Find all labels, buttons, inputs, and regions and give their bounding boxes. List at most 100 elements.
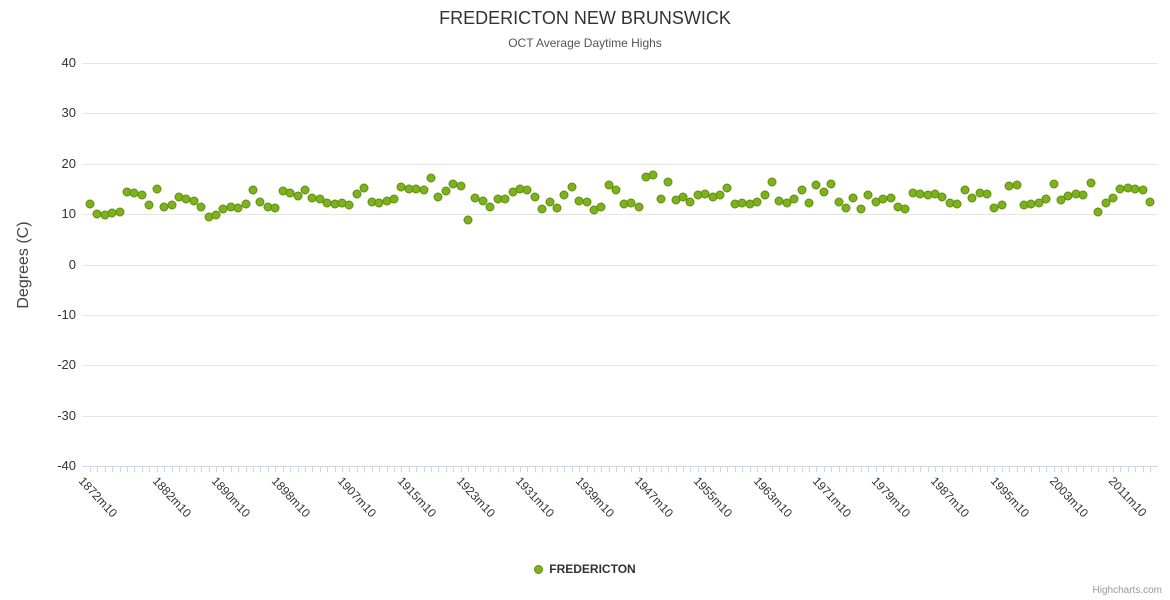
data-point[interactable] — [611, 185, 621, 195]
data-point[interactable] — [248, 185, 258, 195]
data-point[interactable] — [1145, 197, 1155, 207]
data-point[interactable] — [648, 170, 658, 180]
data-point[interactable] — [167, 200, 177, 210]
data-point[interactable] — [144, 200, 154, 210]
data-point[interactable] — [1049, 179, 1059, 189]
data-point[interactable] — [841, 203, 851, 213]
data-point[interactable] — [604, 180, 614, 190]
data-point[interactable] — [567, 182, 577, 192]
data-point[interactable] — [1012, 180, 1022, 190]
data-point[interactable] — [426, 173, 436, 183]
data-point[interactable] — [463, 215, 473, 225]
data-point[interactable] — [1041, 194, 1051, 204]
data-point[interactable] — [634, 202, 644, 212]
data-point[interactable] — [811, 180, 821, 190]
data-point[interactable] — [233, 203, 243, 213]
data-point[interactable] — [500, 194, 510, 204]
data-point[interactable] — [826, 179, 836, 189]
data-point[interactable] — [663, 177, 673, 187]
data-point[interactable] — [152, 184, 162, 194]
data-point[interactable] — [900, 204, 910, 214]
legend-marker-icon — [534, 564, 544, 574]
data-point[interactable] — [196, 202, 206, 212]
data-point[interactable] — [1078, 190, 1088, 200]
data-point[interactable] — [685, 197, 695, 207]
data-point[interactable] — [85, 199, 95, 209]
data-point[interactable] — [552, 203, 562, 213]
data-point[interactable] — [937, 192, 947, 202]
data-point[interactable] — [344, 200, 354, 210]
x-axis-tick — [186, 467, 188, 472]
data-point[interactable] — [760, 190, 770, 200]
data-point[interactable] — [967, 193, 977, 203]
data-point[interactable] — [596, 202, 606, 212]
data-point[interactable] — [456, 181, 466, 191]
data-point[interactable] — [982, 189, 992, 199]
x-axis-tick — [809, 467, 811, 472]
data-point[interactable] — [537, 204, 547, 214]
data-point[interactable] — [315, 194, 325, 203]
data-point[interactable] — [789, 194, 799, 204]
data-point[interactable] — [782, 198, 792, 208]
data-point[interactable] — [1108, 193, 1118, 203]
x-axis-tick — [267, 467, 269, 472]
data-point[interactable] — [997, 200, 1007, 210]
data-point[interactable] — [137, 190, 147, 200]
data-point[interactable] — [834, 197, 844, 207]
data-point[interactable] — [419, 185, 429, 195]
data-point[interactable] — [656, 194, 666, 203]
data-point[interactable] — [678, 192, 688, 202]
data-point[interactable] — [255, 197, 265, 207]
data-point[interactable] — [1034, 198, 1044, 208]
x-axis-tick — [712, 467, 714, 472]
data-point[interactable] — [352, 189, 362, 199]
data-point[interactable] — [952, 199, 962, 209]
highcharts-credit-link[interactable]: Highcharts.com — [1092, 585, 1162, 596]
data-point[interactable] — [960, 185, 970, 195]
data-point[interactable] — [752, 197, 762, 207]
data-point[interactable] — [797, 185, 807, 195]
data-point[interactable] — [441, 186, 451, 196]
x-axis-tick — [201, 467, 203, 472]
data-point[interactable] — [1093, 207, 1103, 217]
data-point[interactable] — [293, 191, 303, 201]
data-point[interactable] — [485, 202, 495, 212]
data-point[interactable] — [1138, 185, 1148, 195]
data-point[interactable] — [856, 204, 866, 214]
data-point[interactable] — [478, 196, 488, 206]
x-axis-tick — [253, 467, 255, 472]
data-point[interactable] — [804, 198, 814, 208]
data-point[interactable] — [115, 207, 125, 217]
data-point[interactable] — [270, 203, 280, 213]
data-point[interactable] — [241, 199, 251, 209]
x-axis-tick — [1023, 467, 1025, 472]
data-point[interactable] — [530, 192, 540, 202]
data-point[interactable] — [359, 183, 369, 193]
data-point[interactable] — [211, 210, 221, 220]
data-point[interactable] — [715, 190, 725, 200]
data-point[interactable] — [522, 185, 532, 195]
data-point[interactable] — [300, 185, 310, 195]
data-point[interactable] — [433, 192, 443, 202]
data-point[interactable] — [819, 187, 829, 197]
legend-item-fredericton[interactable]: FREDERICTON — [0, 562, 1170, 576]
gridline — [82, 264, 1158, 266]
data-point[interactable] — [722, 183, 732, 193]
data-point[interactable] — [189, 196, 199, 206]
data-point[interactable] — [559, 190, 569, 200]
x-axis-tick — [127, 467, 129, 472]
x-axis-tick — [423, 467, 425, 472]
data-point[interactable] — [767, 177, 777, 187]
data-point[interactable] — [886, 193, 896, 203]
data-point[interactable] — [1101, 198, 1111, 208]
x-axis-tick — [660, 467, 662, 472]
x-axis-tick — [757, 467, 759, 472]
data-point[interactable] — [1086, 178, 1096, 188]
data-point[interactable] — [389, 194, 399, 204]
data-point[interactable] — [863, 190, 873, 200]
data-point[interactable] — [848, 193, 858, 203]
x-axis-tick — [505, 467, 507, 472]
data-point[interactable] — [545, 197, 555, 207]
data-point[interactable] — [582, 197, 592, 207]
x-axis-tick — [571, 467, 573, 472]
